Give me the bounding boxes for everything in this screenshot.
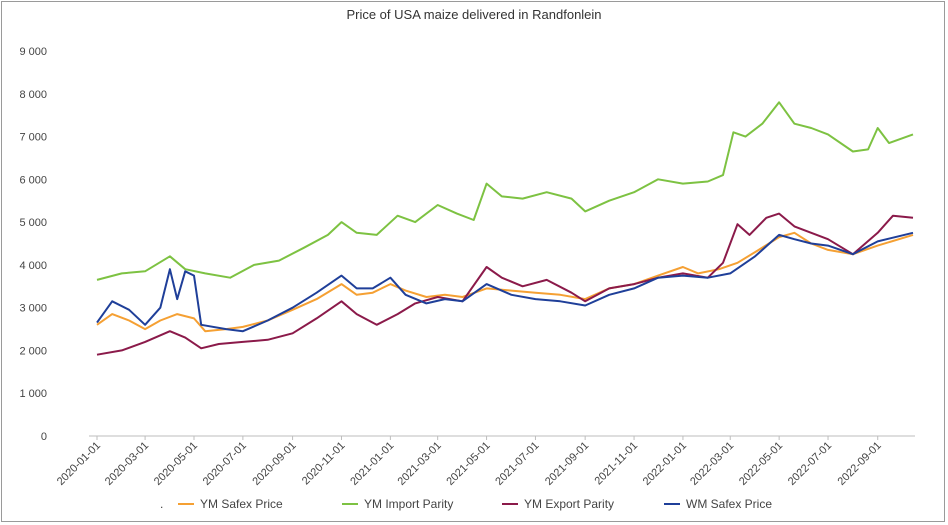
x-tick-label: 2020-01-01 xyxy=(55,440,103,488)
chart-title: Price of USA maize delivered in Randfonl… xyxy=(346,7,602,22)
series-line-ym-import-parity xyxy=(96,101,914,281)
x-tick-label: 2020-11-01 xyxy=(300,440,348,488)
y-tick-label: 2 000 xyxy=(19,345,47,357)
series-line-ym-safex-price xyxy=(96,231,914,333)
y-tick-label: 1 000 xyxy=(19,388,47,400)
legend-label: YM Safex Price xyxy=(200,497,283,511)
x-axis-ticks: 2020-01-01 2020-03-01 2020-05-01 2020-07-01… xyxy=(55,436,884,488)
y-tick-label: 7 000 xyxy=(19,132,47,144)
x-tick-label: 2021-11-01 xyxy=(592,440,640,488)
series-line-wm-safex-price xyxy=(96,231,914,333)
x-tick-label: 2022-05-01 xyxy=(737,440,785,488)
x-tick-label: 2020-03-01 xyxy=(103,440,151,488)
legend-label: YM Import Parity xyxy=(364,497,453,511)
legend-marker: . xyxy=(160,497,163,511)
y-tick-label: 0 xyxy=(41,431,47,443)
x-tick-label: 2022-03-01 xyxy=(688,440,736,488)
legend-label: WM Safex Price xyxy=(686,497,772,511)
x-tick-label: 2021-01-01 xyxy=(348,440,396,488)
series-lines xyxy=(96,101,914,356)
x-tick-label: 2021-07-01 xyxy=(493,440,541,488)
x-tick-label: 2021-03-01 xyxy=(396,440,444,488)
x-tick-label: 2020-07-01 xyxy=(201,440,249,488)
x-tick-label: 2022-09-01 xyxy=(836,440,884,488)
y-tick-label: 9 000 xyxy=(19,46,47,58)
y-tick-label: 5 000 xyxy=(19,217,47,229)
x-tick-label: 2021-09-01 xyxy=(543,440,591,488)
x-tick-label: 2020-05-01 xyxy=(152,440,200,488)
x-tick-label: 2020-09-01 xyxy=(250,440,298,488)
y-tick-label: 3 000 xyxy=(19,303,47,315)
y-tick-label: 6 000 xyxy=(19,174,47,186)
x-tick-label: 2021-05-01 xyxy=(444,440,492,488)
y-tick-label: 8 000 xyxy=(19,89,47,101)
x-tick-label: 2022-01-01 xyxy=(641,440,689,488)
legend: . YM Safex Price YM Import Parity YM Export… xyxy=(160,497,772,511)
x-tick-label: 2022-07-01 xyxy=(786,440,834,488)
y-axis-ticks: 0 1 000 2 000 3 000 4 000 5 000 6 000 7 000 8 00… xyxy=(19,46,47,443)
legend-label: YM Export Parity xyxy=(524,497,614,511)
y-tick-label: 4 000 xyxy=(19,260,47,272)
series-line-ym-export-parity xyxy=(96,212,914,356)
